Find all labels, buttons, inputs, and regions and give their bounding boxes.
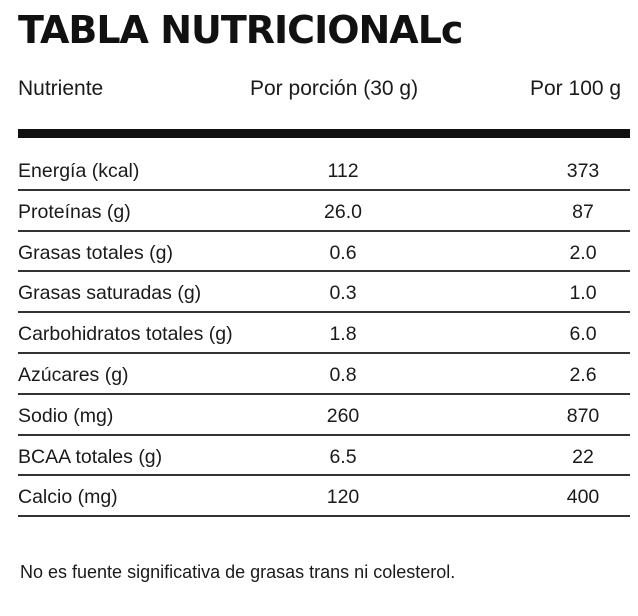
table-row: Energía (kcal) 112 373 [18,150,630,191]
table-row: Calcio (mg) 120 400 [18,476,630,518]
per-100g-value: 6.0 [569,323,597,346]
per-portion-value: 112 [327,160,359,182]
per-100g-value: 373 [566,160,600,182]
table-header: Nutriente Por porción (30 g) Por 100 g [18,74,638,104]
header-per-portion: Por porción (30 g) [250,77,419,100]
per-100g-value: 22 [572,445,594,468]
per-100g-value: 2.6 [569,363,597,386]
per-portion-value: 0.8 [329,363,357,386]
per-portion-value: 1.8 [329,323,357,346]
per-100g-value: 400 [566,486,600,509]
header-divider [18,129,630,138]
per-portion-value: 260 [326,404,360,427]
per-portion-value: 6.5 [329,445,357,468]
table-title: TABLA NUTRICIONALc [18,8,463,52]
nutrient-name: Calcio (mg) [18,486,118,509]
nutrition-rows: Energía (kcal) 112 373 Proteínas (g) 26.… [18,150,630,518]
per-portion-value: 26.0 [324,200,362,223]
per-portion-value: 120 [326,486,360,509]
table-row: Carbohidratos totales (g) 1.8 6.0 [18,313,630,354]
table-row: Sodio (mg) 260 870 [18,395,630,436]
nutrient-name: Sodio (mg) [18,404,114,427]
table-row: Grasas totales (g) 0.6 2.0 [18,232,630,273]
nutrient-name: Carbohidratos totales (g) [18,323,233,346]
nutrient-name: Proteínas (g) [18,200,131,223]
header-per-100g: Por 100 g [530,77,622,100]
per-portion-value: 0.3 [329,282,357,305]
table-row: Grasas saturadas (g) 0.3 1.0 [18,272,630,314]
footnote: No es fuente significativa de grasas tra… [20,562,456,582]
per-100g-value: 2.0 [569,241,597,264]
nutrient-name: BCAA totales (g) [18,445,163,468]
per-100g-value: 1.0 [569,282,597,305]
nutrient-name: Grasas saturadas (g) [18,282,202,305]
header-nutrient: Nutriente [18,77,104,100]
table-row: Proteínas (g) 26.0 87 [18,191,630,232]
nutrient-name: Grasas totales (g) [18,241,173,264]
nutrient-name: Azúcares (g) [18,363,129,386]
per-portion-value: 0.6 [329,241,357,264]
per-100g-value: 87 [572,200,594,223]
table-row: BCAA totales (g) 6.5 22 [18,436,630,477]
per-100g-value: 870 [566,404,600,427]
table-row: Azúcares (g) 0.8 2.6 [18,354,630,395]
nutrient-name: Energía (kcal) [18,160,140,182]
